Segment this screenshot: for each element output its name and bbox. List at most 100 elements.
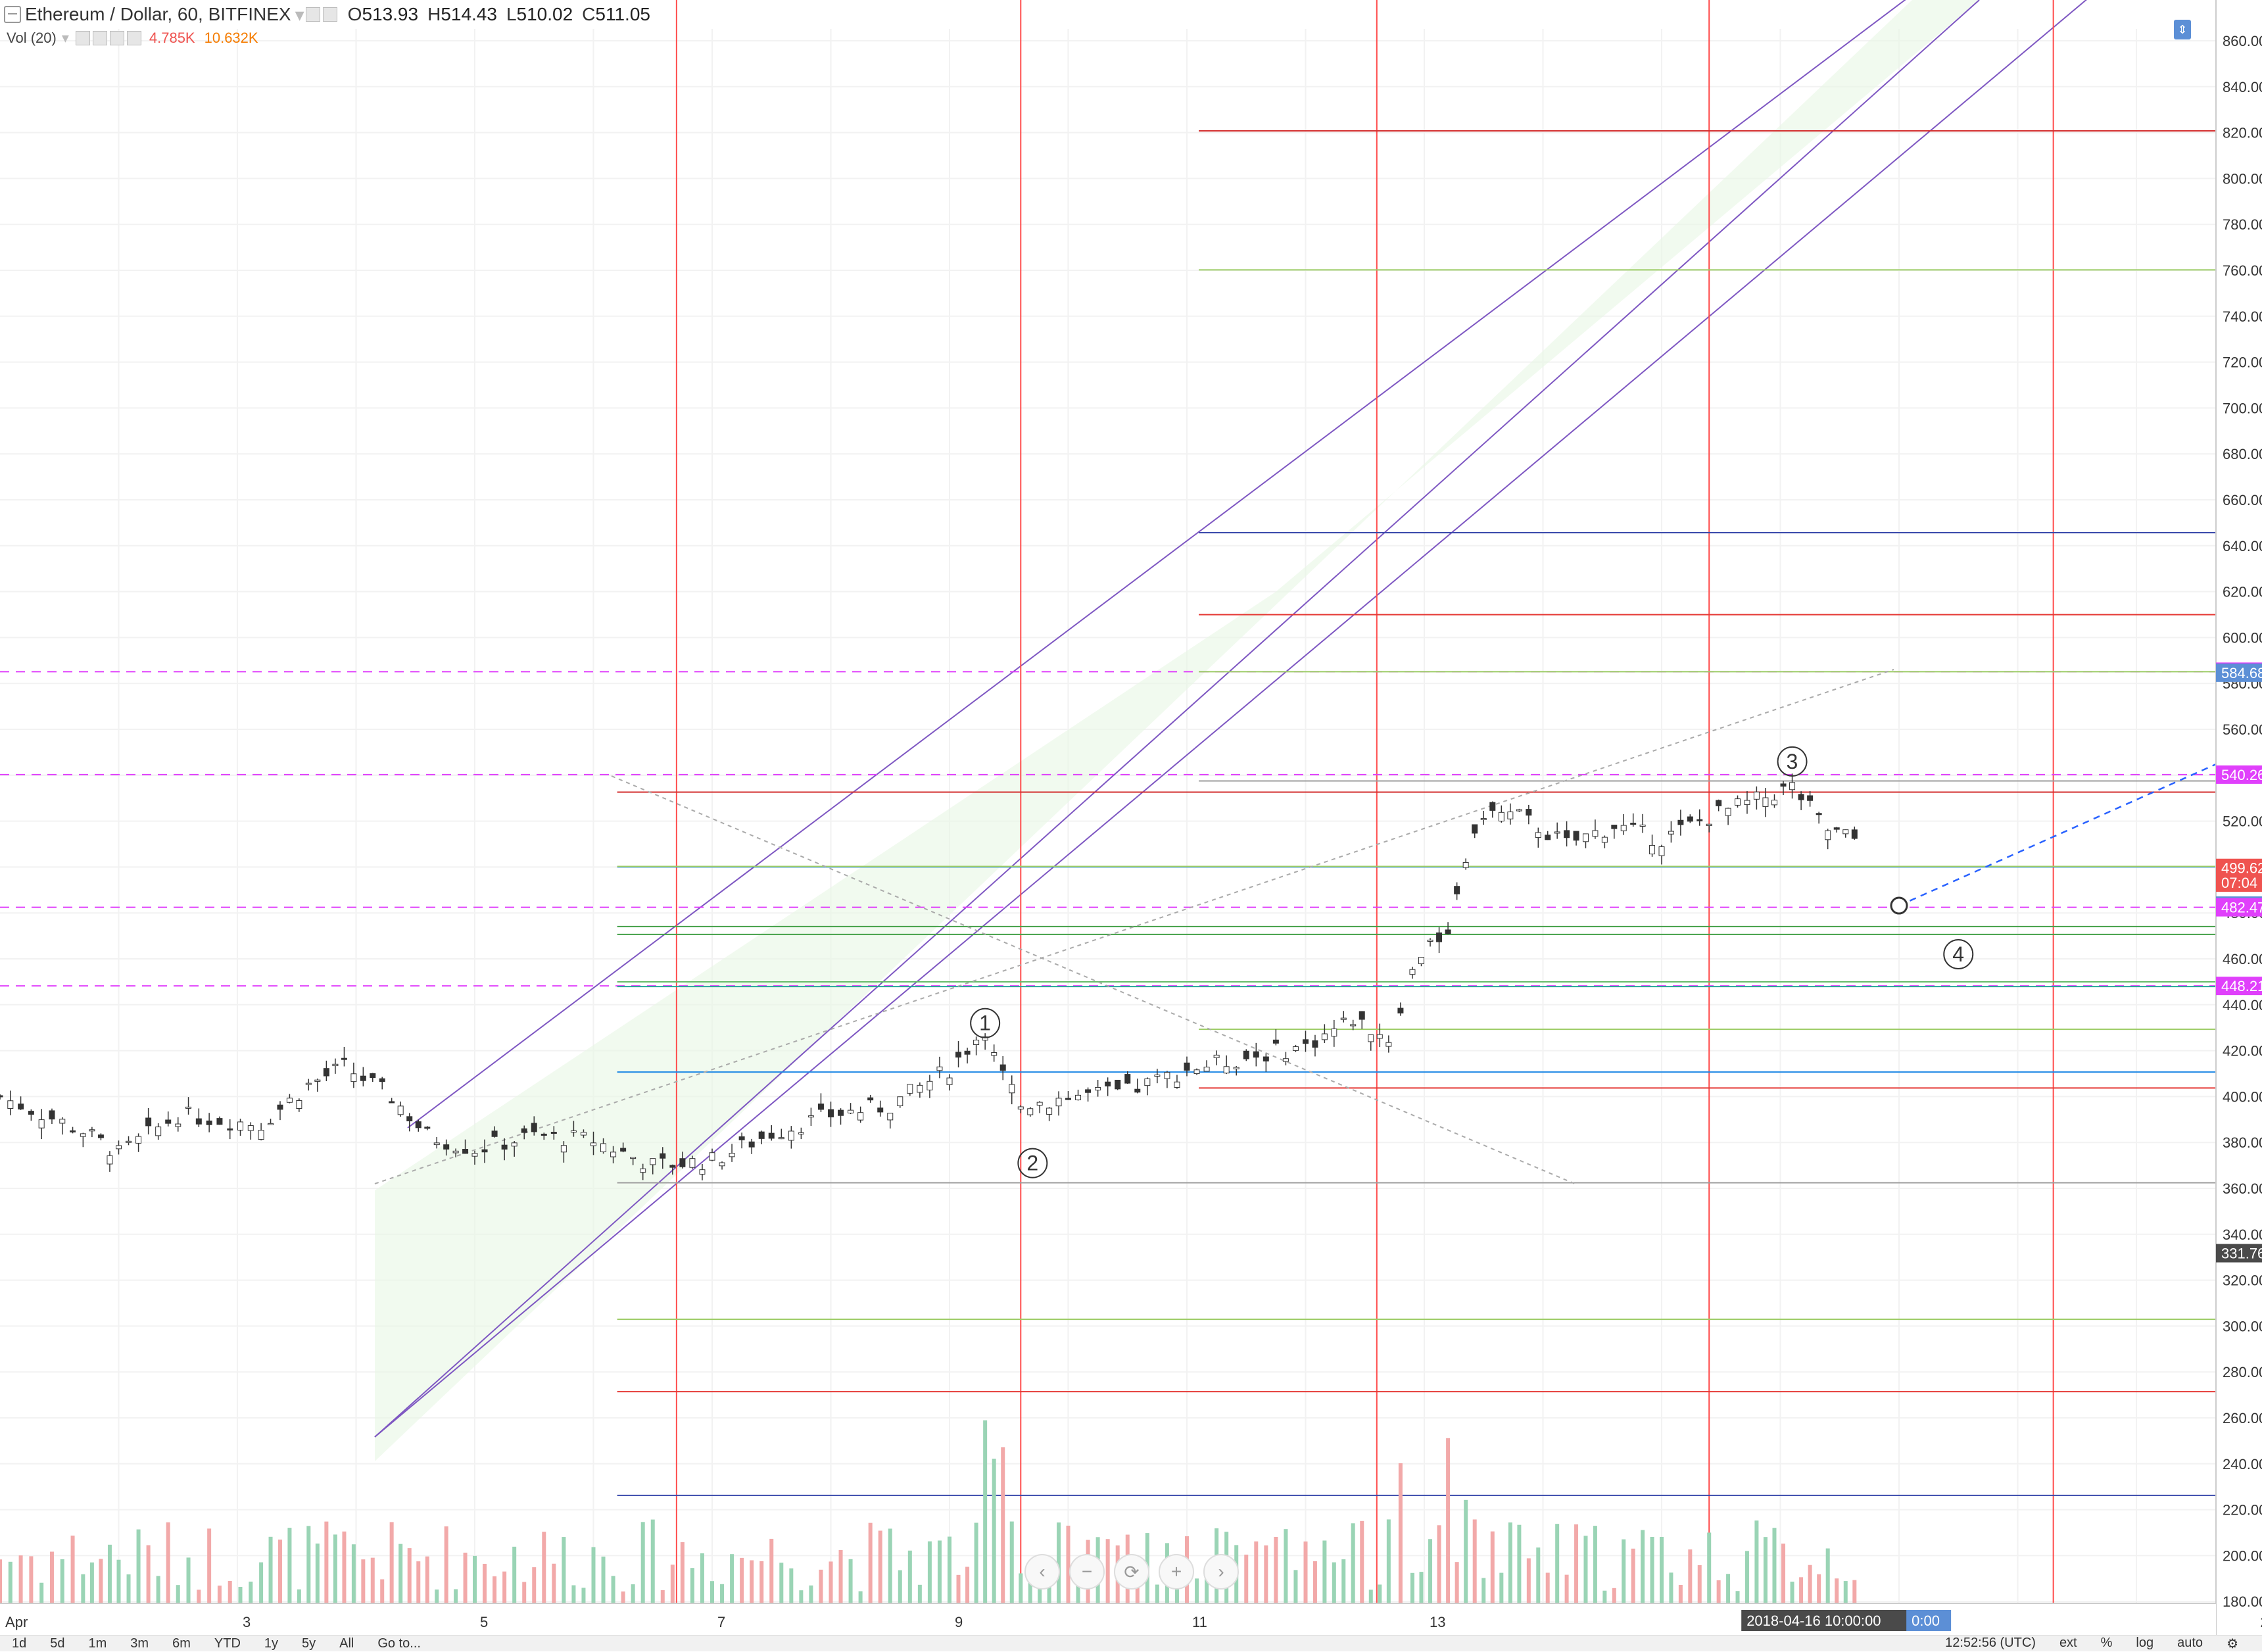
price-tick-label: 560.00	[2223, 721, 2262, 738]
volume-bar	[1135, 1576, 1140, 1605]
reset-button[interactable]: ⟳	[1114, 1554, 1149, 1590]
time-tag[interactable]	[1906, 1610, 1952, 1631]
auto-toggle[interactable]: auto	[2177, 1635, 2203, 1650]
price-tag[interactable]	[2216, 873, 2262, 892]
volume-bar	[1341, 1559, 1346, 1605]
price-tick-label: 200.00	[2223, 1547, 2262, 1564]
range-3m[interactable]: 3m	[130, 1636, 149, 1651]
range-5d[interactable]: 5d	[50, 1636, 65, 1651]
price-axis[interactable]	[2216, 0, 2262, 1635]
volume-label[interactable]: Vol (20)	[7, 30, 57, 46]
range-1y[interactable]: 1y	[264, 1636, 279, 1651]
ext-toggle[interactable]: ext	[2059, 1635, 2077, 1650]
volume-more-icon[interactable]	[126, 31, 141, 45]
candle-body	[1340, 1017, 1347, 1020]
format-icon[interactable]	[322, 7, 337, 22]
volume-bar	[1076, 1582, 1080, 1605]
fib-trend-dotted[interactable]	[374, 669, 1894, 1184]
volume-bar	[1650, 1537, 1654, 1605]
candle-body	[1842, 829, 1849, 835]
volume-close-icon[interactable]	[109, 31, 124, 45]
range-all[interactable]: All	[339, 1636, 354, 1651]
wave-marker-circle[interactable]	[1017, 1148, 1048, 1178]
wave-marker-label: 2	[1026, 1152, 1038, 1175]
channel-upper-line[interactable]	[374, 0, 2117, 1438]
wave-marker-circle[interactable]	[1777, 746, 1808, 777]
volume-bar	[1368, 1590, 1373, 1605]
candle-body	[80, 1133, 86, 1137]
projection-path[interactable]	[1898, 673, 2262, 986]
volume-bar	[39, 1582, 44, 1605]
volume-bar	[60, 1559, 64, 1605]
scale-toggle-icon[interactable]: ⇕	[2174, 20, 2191, 39]
gear-icon[interactable]: ⚙	[2226, 1636, 2238, 1651]
volume-bar	[730, 1554, 734, 1605]
collapse-icon[interactable]	[4, 6, 21, 23]
range-ytd[interactable]: YTD	[214, 1636, 241, 1651]
volume-bar	[1517, 1524, 1522, 1605]
price-tick-label: 240.00	[2223, 1456, 2262, 1472]
price-tag[interactable]	[2216, 765, 2262, 784]
volume-bar	[1490, 1531, 1495, 1605]
zoom-out-button[interactable]: −	[1069, 1554, 1105, 1590]
candle-body	[511, 1142, 517, 1147]
volume-bar	[512, 1546, 517, 1605]
candle-body	[1055, 1098, 1062, 1107]
volume-bar	[1745, 1551, 1749, 1605]
scroll-left-button[interactable]: ‹	[1024, 1554, 1060, 1590]
candle-body	[1164, 1072, 1170, 1079]
channel-lower-line[interactable]	[374, 0, 1980, 1438]
volume-settings-icon[interactable]	[92, 31, 107, 45]
volume-bar	[176, 1585, 180, 1605]
range-1m[interactable]: 1m	[88, 1636, 107, 1651]
price-tag[interactable]	[2216, 663, 2262, 682]
goto-button[interactable]: Go to...	[377, 1636, 421, 1651]
volume-bar	[868, 1522, 873, 1605]
price-tag[interactable]	[2216, 1244, 2262, 1263]
price-tick-label: 460.00	[2223, 951, 2262, 967]
channel-upper-line-2[interactable]	[407, 0, 1940, 1129]
candle-body	[0, 1095, 3, 1098]
time-tag[interactable]	[1741, 1610, 1915, 1631]
price-tick-label: 840.00	[2223, 79, 2262, 95]
log-toggle[interactable]: log	[2136, 1635, 2154, 1650]
wave-marker-circle[interactable]	[970, 1008, 1001, 1038]
scroll-right-button[interactable]: ›	[1203, 1554, 1239, 1590]
symbol-title[interactable]: Ethereum / Dollar, 60, BITFINEX	[25, 4, 291, 24]
candle-body	[729, 1153, 735, 1157]
dropdown-icon[interactable]: ▾	[295, 4, 304, 25]
range-1d[interactable]: 1d	[12, 1636, 27, 1651]
volume-bar	[473, 1555, 477, 1605]
volume-eye-icon[interactable]	[75, 31, 90, 45]
volume-bar	[1312, 1561, 1317, 1605]
price-tick-label: 700.00	[2223, 400, 2262, 416]
range-6m[interactable]: 6m	[172, 1636, 191, 1651]
candle-body	[1321, 1033, 1328, 1040]
candle-body	[1498, 812, 1504, 821]
candle-body	[719, 1162, 725, 1167]
price-tag[interactable]	[2216, 977, 2262, 996]
volume-bar	[324, 1521, 329, 1605]
candle-body	[397, 1105, 404, 1115]
price-tag-label: 482.47	[2221, 900, 2262, 916]
projection-point[interactable]	[1890, 896, 1908, 915]
zoom-in-button[interactable]: +	[1159, 1554, 1194, 1590]
volume-dropdown-icon[interactable]: ▾	[61, 30, 69, 46]
volume-bar	[1772, 1528, 1777, 1605]
volume-bar	[463, 1552, 468, 1605]
fib-trend-dotted[interactable]	[611, 775, 1576, 1184]
candle-body	[1203, 1067, 1210, 1072]
volume-bar	[166, 1522, 170, 1605]
candle-body	[379, 1078, 385, 1082]
volume-bar	[1688, 1549, 1693, 1605]
volume-bar	[1545, 1572, 1550, 1605]
wave-marker-circle[interactable]	[1943, 939, 1974, 970]
range-5y[interactable]: 5y	[302, 1636, 316, 1651]
percent-toggle[interactable]: %	[2100, 1635, 2113, 1650]
price-tag[interactable]	[2216, 898, 2262, 917]
settings-icon[interactable]	[305, 7, 320, 22]
volume-bar	[1612, 1588, 1616, 1605]
volume-bar	[1574, 1524, 1579, 1605]
